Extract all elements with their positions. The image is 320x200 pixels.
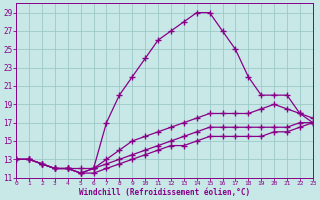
X-axis label: Windchill (Refroidissement éolien,°C): Windchill (Refroidissement éolien,°C)	[79, 188, 250, 197]
